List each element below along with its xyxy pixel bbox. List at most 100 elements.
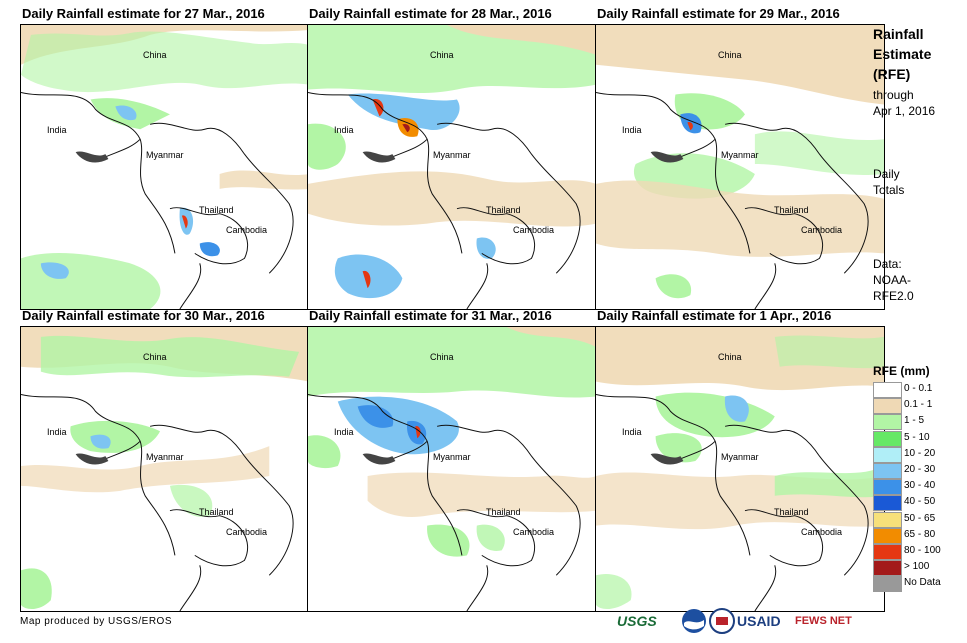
- map-canvas: [596, 25, 884, 309]
- label-india: India: [47, 125, 67, 135]
- legend-title: RFE (mm): [873, 364, 930, 378]
- label-cambodia: Cambodia: [513, 527, 555, 537]
- usaid-logo: USAID: [737, 607, 793, 635]
- through-label: through: [873, 88, 914, 102]
- legend-swatch: [873, 479, 902, 496]
- map-panel-mar-27: Daily Rainfall estimate for 27 Mar., 201…: [20, 6, 310, 311]
- legend-label: 40 - 50: [904, 496, 936, 508]
- legend-label: > 100: [904, 561, 930, 573]
- panel-title: Daily Rainfall estimate for 29 Mar., 201…: [597, 6, 840, 21]
- label-myanmar: Myanmar: [433, 452, 471, 462]
- label-thailand: Thailand: [774, 507, 809, 517]
- map-canvas: [308, 25, 596, 309]
- rainfall-map: China India Myanmar Thailand Cambodia: [595, 24, 885, 310]
- rfe-title-line: (RFE): [873, 66, 911, 82]
- map-panel-apr-1: Daily Rainfall estimate for 1 Apr., 2016…: [595, 308, 885, 613]
- label-myanmar: Myanmar: [433, 150, 471, 160]
- legend-swatch: [873, 495, 902, 512]
- legend-swatch: [873, 560, 902, 577]
- rfe-title-line: Rainfall: [873, 26, 924, 42]
- rfe-title-line: Estimate: [873, 46, 932, 62]
- legend-swatch: [873, 511, 902, 528]
- rainfall-map: China India Myanmar Thailand Cambodia: [20, 326, 310, 612]
- legend-label: 50 - 65: [904, 512, 936, 524]
- noaa-emblem-icon: [682, 609, 706, 633]
- rfe-title: Rainfall Estimate (RFE): [873, 24, 931, 84]
- usaid-seal-icon: [709, 607, 735, 635]
- rainfall-map: China India Myanmar Thailand Cambodia: [20, 24, 310, 310]
- usgs-logo-text: USGS: [617, 613, 657, 629]
- panel-title: Daily Rainfall estimate for 31 Mar., 201…: [309, 308, 552, 323]
- map-canvas: [308, 327, 596, 611]
- fewsnet-logo: FEWS NET: [795, 607, 863, 635]
- panel-title: Daily Rainfall estimate for 28 Mar., 201…: [309, 6, 552, 21]
- data-label: Data:: [873, 257, 902, 271]
- label-india: India: [334, 125, 354, 135]
- legend-label: 30 - 40: [904, 480, 936, 492]
- legend-swatch: [873, 398, 902, 415]
- label-india: India: [47, 427, 67, 437]
- rainfall-map: China India Myanmar Thailand Cambodia: [595, 326, 885, 612]
- data-source-line: NOAA-: [873, 273, 912, 287]
- sidebar: Rainfall Estimate (RFE) through Apr 1, 2…: [873, 0, 967, 639]
- usaid-logo-text: USAID: [737, 613, 781, 629]
- label-thailand: Thailand: [774, 205, 809, 215]
- legend-swatch: [873, 414, 902, 431]
- map-panel-mar-28: Daily Rainfall estimate for 28 Mar., 201…: [307, 6, 597, 311]
- label-cambodia: Cambodia: [801, 225, 843, 235]
- label-thailand: Thailand: [199, 507, 234, 517]
- label-china: China: [430, 50, 454, 60]
- rainfall-map: China India Myanmar Thailand Cambodia: [307, 24, 597, 310]
- label-thailand: Thailand: [486, 205, 521, 215]
- label-cambodia: Cambodia: [801, 527, 843, 537]
- label-myanmar: Myanmar: [721, 150, 759, 160]
- label-china: China: [143, 352, 167, 362]
- map-panel-mar-31: Daily Rainfall estimate for 31 Mar., 201…: [307, 308, 597, 613]
- legend-label: No Data: [904, 577, 941, 589]
- daily-label: Daily: [873, 167, 900, 181]
- label-thailand: Thailand: [199, 205, 234, 215]
- panel-title: Daily Rainfall estimate for 30 Mar., 201…: [22, 308, 265, 323]
- legend-label: 80 - 100: [904, 545, 941, 556]
- label-india: India: [622, 427, 642, 437]
- label-india: India: [334, 427, 354, 437]
- legend-swatch: [873, 527, 902, 544]
- label-china: China: [430, 352, 454, 362]
- panel-title: Daily Rainfall estimate for 1 Apr., 2016: [597, 308, 832, 323]
- label-india: India: [622, 125, 642, 135]
- legend-label: 1 - 5: [904, 415, 925, 427]
- legend-swatch: [873, 576, 902, 593]
- legend-swatch: [873, 430, 902, 447]
- map-canvas: [21, 327, 309, 611]
- label-china: China: [718, 352, 742, 362]
- map-panel-mar-29: Daily Rainfall estimate for 29 Mar., 201…: [595, 6, 885, 311]
- legend-swatch: [873, 382, 902, 398]
- legend-swatch: [873, 446, 902, 463]
- label-china: China: [143, 50, 167, 60]
- map-canvas: [21, 25, 309, 309]
- map-panel-mar-30: Daily Rainfall estimate for 30 Mar., 201…: [20, 308, 310, 613]
- label-china: China: [718, 50, 742, 60]
- legend-label: 20 - 30: [904, 464, 936, 475]
- totals-label: Totals: [873, 183, 905, 197]
- legend-swatch: [873, 544, 902, 560]
- label-thailand: Thailand: [486, 507, 521, 517]
- legend-label: 5 - 10: [904, 431, 930, 443]
- label-cambodia: Cambodia: [226, 225, 268, 235]
- data-source-line: RFE2.0: [873, 289, 914, 303]
- panel-title: Daily Rainfall estimate for 27 Mar., 201…: [22, 6, 265, 21]
- map-canvas: [596, 327, 884, 611]
- rainfall-map: China India Myanmar Thailand Cambodia: [307, 326, 597, 612]
- logo-bar: USGS USAID FEWS NET: [617, 607, 863, 635]
- label-cambodia: Cambodia: [226, 527, 268, 537]
- label-cambodia: Cambodia: [513, 225, 555, 235]
- legend-label: 0 - 0.1: [904, 383, 933, 394]
- usgs-logo: USGS: [617, 607, 679, 635]
- fewsnet-logo-text: FEWS NET: [795, 615, 852, 627]
- through-date: Apr 1, 2016: [873, 104, 936, 118]
- noaa-logo: [681, 607, 707, 635]
- legend-label: 65 - 80: [904, 528, 936, 540]
- credit-text: Map produced by USGS/EROS: [20, 616, 173, 627]
- label-myanmar: Myanmar: [146, 452, 184, 462]
- legend-label: 0.1 - 1: [904, 399, 933, 411]
